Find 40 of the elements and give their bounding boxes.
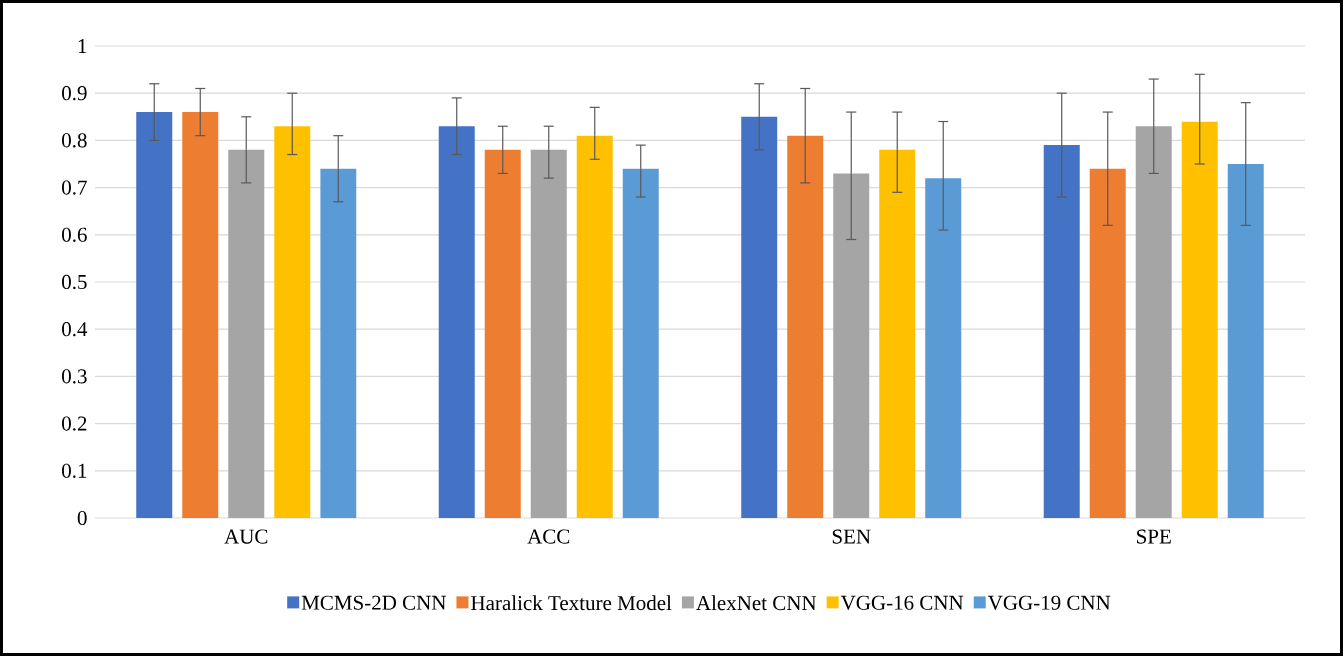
bar (1135, 126, 1172, 518)
legend-label: VGG-19 CNN (987, 595, 1111, 610)
bar (136, 112, 173, 518)
bar (228, 149, 265, 518)
bar (787, 135, 824, 518)
bar (741, 116, 778, 518)
bar (1181, 121, 1218, 518)
bar (576, 135, 613, 518)
y-tick-label: 0.1 (62, 463, 87, 478)
x-tick-label: SPE (1137, 529, 1171, 544)
bar (1043, 145, 1080, 518)
y-tick-label: 0.5 (62, 274, 87, 290)
y-tick-label: 0.3 (62, 369, 87, 384)
legend-label: AlexNet CNN (696, 595, 817, 611)
y-tick-label: 0.7 (62, 180, 87, 195)
y-tick-label: 1 (78, 39, 87, 53)
bar (1227, 164, 1264, 518)
bar (879, 149, 916, 518)
bar (320, 168, 357, 518)
x-tick-label: AUC (224, 529, 268, 544)
y-tick-label: 0.8 (62, 133, 87, 148)
x-tick-label: ACC (527, 529, 570, 544)
y-tick-label: 0.9 (62, 86, 87, 101)
legend-label: VGG-16 CNN (840, 595, 964, 610)
bar (622, 168, 659, 518)
y-tick-label: 0.4 (62, 322, 88, 337)
bar (833, 173, 870, 518)
y-tick-label: 0.6 (62, 227, 87, 242)
bar (1089, 168, 1126, 518)
bar (530, 149, 567, 518)
x-tick-label: SEN (832, 529, 871, 544)
y-tick-label: 0.2 (62, 416, 87, 431)
bar (438, 126, 475, 518)
bar (274, 126, 311, 518)
bar (484, 149, 521, 518)
bar (925, 178, 962, 518)
legend-label: MCMS-2D CNN (301, 595, 446, 610)
y-tick-label: 0 (77, 510, 87, 526)
bar (182, 112, 219, 518)
legend-label: Haralick Texture Model (471, 595, 672, 611)
